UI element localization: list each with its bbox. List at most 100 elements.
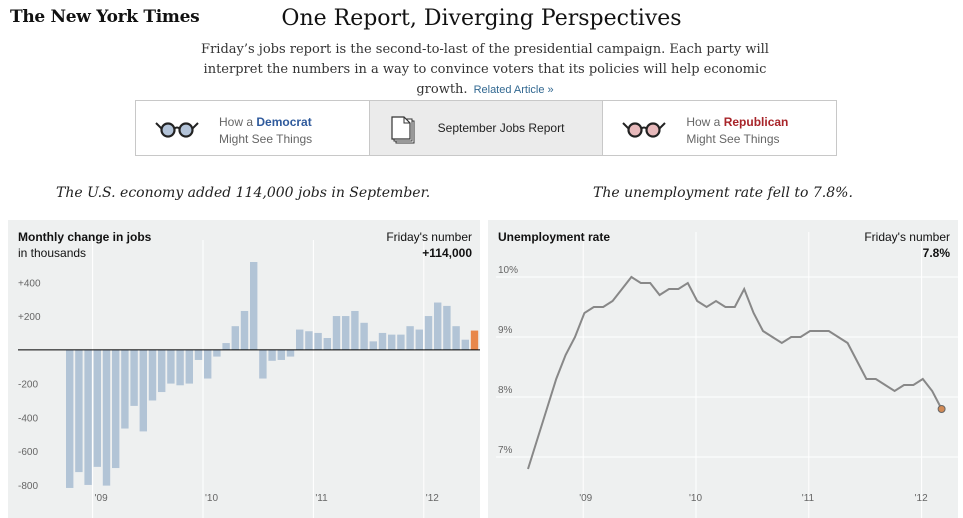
bar — [121, 349, 129, 429]
bar — [148, 349, 157, 401]
republican-tab-text: How a Republican Might See Things — [686, 114, 788, 148]
republican-prefix: How a — [686, 115, 721, 129]
republican-suffix: Might See Things — [686, 132, 780, 146]
bar — [415, 329, 423, 350]
tab-republican[interactable]: How a Republican Might See Things — [603, 101, 836, 155]
fridays-label: Friday's number — [864, 230, 950, 244]
bar — [250, 262, 258, 350]
unemployment-chart-panel: '09'10'11'12 10% 9% 8% 7% Unemployment rate … — [488, 220, 958, 518]
bar — [424, 316, 433, 350]
bar — [406, 326, 414, 350]
democrat-suffix: Might See Things — [219, 132, 313, 146]
bar — [112, 349, 120, 469]
bar — [461, 339, 469, 350]
bar — [102, 349, 111, 486]
bar — [452, 326, 460, 350]
intro-text: Friday’s jobs report is the second-to-la… — [175, 40, 795, 100]
bar — [185, 349, 193, 384]
x-tick-label: '11 — [802, 493, 815, 504]
y-tick-label: 7% — [498, 445, 513, 456]
republican-label: Republican — [723, 115, 789, 129]
x-tick-label: '12 — [426, 493, 439, 504]
bar — [66, 349, 74, 488]
glasses-icon — [155, 122, 199, 138]
democrat-prefix: How a — [219, 115, 254, 129]
bar — [369, 341, 377, 350]
y-tick-label: +400 — [18, 278, 41, 289]
y-tick-label: -600 — [18, 447, 38, 458]
bar — [84, 349, 92, 485]
glasses-icon — [622, 122, 667, 138]
y-tick-label: -800 — [18, 481, 38, 492]
bar — [204, 349, 212, 379]
bar — [139, 349, 147, 432]
x-tick-label: '09 — [95, 493, 108, 504]
unemployment-line-chart: '09 '10 '11 '12 10% 9% 8% 7% — [496, 232, 958, 518]
bar — [351, 310, 359, 350]
bar — [305, 331, 313, 350]
unemployment-chart-title: Unemployment rate — [498, 230, 611, 244]
y-tick-label: +200 — [18, 312, 41, 323]
document-icon — [391, 116, 415, 144]
y-tick-label: 10% — [498, 265, 518, 276]
bar — [259, 349, 267, 379]
jobs-bar-chart: '09 '10 '11 '12 +400 +200 -200 -400 -600 -800 — [18, 240, 480, 518]
bar — [296, 329, 304, 350]
unemployment-fridays-number: Friday's number 7.8% — [864, 230, 950, 260]
related-article-link[interactable]: Related Article » — [473, 84, 554, 96]
bar — [360, 322, 368, 350]
bar — [443, 305, 451, 350]
bar — [323, 338, 331, 350]
bar — [470, 330, 479, 350]
intro-paragraph: Friday’s jobs report is the second-to-la… — [201, 42, 769, 97]
jobs-chart-title: Monthly change in jobs — [18, 230, 152, 244]
page-title: One Report, Diverging Perspectives — [281, 6, 682, 31]
bar — [176, 349, 184, 386]
perspective-tabs: How a Democrat Might See Things Septembe… — [135, 100, 837, 156]
bar — [75, 349, 83, 473]
democrat-label: Democrat — [256, 115, 312, 129]
bar — [314, 332, 322, 350]
bar — [332, 316, 341, 350]
jobs-subhead: The U.S. economy added 114,000 jobs in S… — [56, 185, 431, 201]
bar — [378, 332, 387, 350]
latest-point — [937, 405, 946, 413]
bar — [240, 310, 249, 350]
y-tick-label: 9% — [498, 325, 513, 336]
y-tick-label: -200 — [18, 380, 38, 391]
x-tick-label: '12 — [915, 493, 928, 504]
bar — [130, 349, 138, 406]
y-tick-label: -400 — [18, 413, 38, 424]
bar — [93, 349, 101, 467]
y-tick-label: 8% — [498, 385, 513, 396]
unemployment-line — [527, 275, 943, 470]
jobs-report-label: September Jobs Report — [437, 121, 565, 135]
bar — [268, 349, 276, 361]
tab-jobs-report[interactable]: September Jobs Report — [368, 101, 604, 155]
bar — [167, 349, 175, 384]
bar — [222, 343, 230, 350]
fridays-value: 7.8% — [922, 246, 950, 260]
jobs-chart-panel: '09 '10 '11 '12 +400 +200 -200 -400 -600 -800 Mon… — [8, 220, 480, 518]
jobs-fridays-number: Friday's number +114,000 — [386, 230, 472, 260]
x-tick-label: '10 — [205, 493, 218, 504]
bar — [434, 302, 442, 350]
tab-democrat[interactable]: How a Democrat Might See Things — [136, 101, 369, 155]
democrat-tab-text: How a Democrat Might See Things — [219, 114, 312, 148]
bar — [286, 349, 295, 357]
bar — [231, 326, 239, 350]
x-tick-label: '10 — [689, 493, 702, 504]
jobs-chart-subtitle: in thousands — [18, 246, 87, 260]
fridays-value: +114,000 — [422, 246, 472, 260]
bar — [213, 349, 221, 357]
bar — [194, 349, 203, 360]
unemployment-subhead: The unemployment rate fell to 7.8%. — [593, 185, 853, 201]
bar — [397, 334, 405, 350]
bar — [158, 349, 166, 393]
fridays-label: Friday's number — [386, 230, 472, 244]
nyt-logo[interactable]: The New York Times — [10, 7, 200, 27]
bar — [388, 334, 396, 350]
bar — [342, 316, 350, 350]
x-tick-label: '09 — [579, 493, 592, 504]
x-tick-label: '11 — [315, 493, 328, 504]
